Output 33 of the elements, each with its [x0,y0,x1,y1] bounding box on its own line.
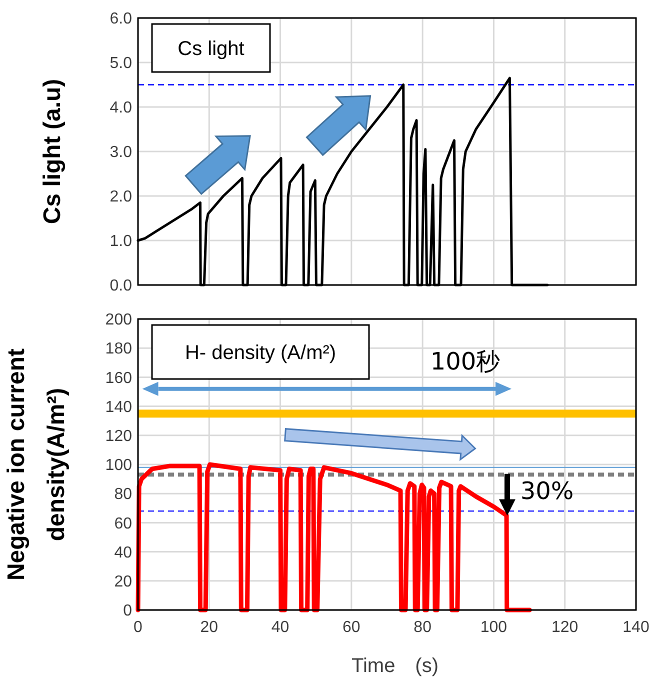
y-tick-label: 140 [105,398,132,416]
y-tick-label: 3.0 [110,144,132,162]
y-tick-label: 200 [105,312,132,329]
y-tick-label: 80 [114,486,132,504]
y-tick-label: 0 [123,602,132,620]
y-tick-label: 60 [114,515,132,532]
y-tick-label: 180 [105,340,132,358]
x-axis-title: Time (s) [351,655,439,677]
y-tick-label: 2.0 [110,188,132,206]
y-tick-label: 6.0 [110,10,132,28]
y-tick-label: 120 [105,428,132,445]
annotation: Cs light [178,38,245,60]
x-tick-label: 100 [480,619,508,636]
y-tick-label: 4.0 [110,100,132,117]
annotation: H- density (A/m²) [184,342,336,364]
y-tick-label: 1.0 [110,233,132,250]
y-tick-label: 20 [114,574,132,590]
x-tick-label: 0 [134,619,143,636]
x-tick-label: 80 [414,619,432,636]
y-tick-label: 100 [105,457,132,474]
y-tick-label: 0.0 [110,278,132,295]
x-tick-label: 140 [622,619,650,636]
x-tick-label: 40 [271,619,290,636]
annotation: 30% [520,477,574,506]
x-tick-label: 20 [200,619,218,636]
annotation: 100秒 [430,348,500,376]
x-tick-label: 120 [552,619,578,636]
y-axis-title: Negative ion current density(A/m²) [3,348,70,581]
y-tick-label: 5.0 [110,55,132,72]
x-tick-label: 60 [342,619,360,636]
y-tick-label: 160 [105,370,132,387]
y-axis-title: Cs light (a.u) [39,78,66,224]
y-tick-label: 40 [114,544,132,562]
